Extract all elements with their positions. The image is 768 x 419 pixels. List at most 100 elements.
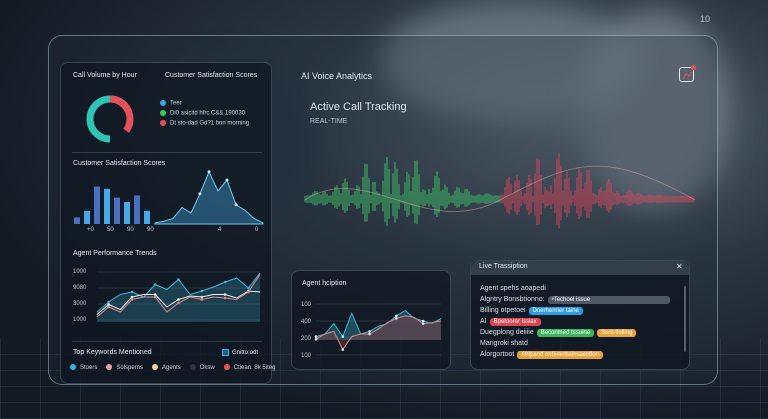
agent-card — [291, 270, 451, 370]
area-point — [225, 178, 229, 182]
background-window — [380, 0, 640, 120]
waveform-envelope — [304, 165, 696, 212]
keyword-item: Agents — [152, 364, 181, 371]
agent-line-red — [315, 315, 442, 351]
keyword-label: Solsperns — [116, 364, 144, 371]
bar-tick: 50 — [107, 227, 114, 233]
perf-point — [153, 293, 157, 296]
bar — [144, 210, 150, 224]
keyword-label: Oksw — [199, 364, 215, 371]
csat-legend: Teer Di0 asicitd hfrc C&& 190030 Dt sto-da… — [160, 100, 249, 130]
perf-point — [177, 298, 180, 301]
legend-item: Teer — [160, 100, 249, 110]
transcription-text: AI — [480, 318, 487, 325]
perf-point — [130, 295, 134, 299]
legend-dot — [160, 110, 166, 116]
legend-label: Dt sto-dad Gd?1 bon morning — [170, 120, 250, 127]
agent-ytick: 200 — [301, 336, 312, 342]
keyword-tag[interactable]: Becontned tssuine — [536, 329, 595, 337]
keyword-tag[interactable]: Bpetoorer issiax — [489, 318, 541, 326]
bar — [114, 197, 120, 224]
bar — [74, 217, 80, 224]
perf-point — [223, 293, 227, 296]
perf-point — [200, 295, 204, 299]
transcription-text: Alorgortoot — [480, 351, 515, 358]
call-volume-donut — [86, 95, 134, 143]
keyword-dot — [152, 364, 159, 370]
divider — [72, 341, 262, 342]
transcription-text: Algntry Bonsbtionno: — [480, 296, 545, 303]
agent-area-red — [316, 315, 441, 350]
waveform — [304, 152, 696, 229]
keyword-item: Solsperns — [106, 364, 144, 371]
agent-performance-chart — [96, 271, 261, 322]
agent-point — [314, 337, 318, 341]
keyword-item: Oksw — [189, 364, 215, 371]
checkbox-icon[interactable] — [222, 349, 229, 356]
bar-tick: 90 — [127, 227, 134, 233]
perf-point — [107, 305, 110, 309]
divider — [72, 152, 262, 153]
csat-bar-chart — [74, 186, 150, 224]
agent-card-title: Agent hciption — [302, 280, 347, 287]
area-point — [198, 192, 202, 196]
bar — [124, 202, 130, 224]
area-series — [154, 170, 264, 225]
analytics-icon[interactable] — [679, 65, 696, 82]
keyword-dot — [223, 364, 230, 370]
keyword-tag[interactable]: •Techoel issue — [547, 296, 670, 304]
legend-item: Dt sto-dad Gd?1 bon morning — [160, 120, 249, 130]
transcription-text: Agent spehs aoapedi — [480, 285, 546, 292]
transcription-header — [471, 261, 689, 275]
transcription-line: Agent spehs aoapedi — [480, 285, 670, 296]
keyword-tag[interactable]: Dnerhenrier taine — [528, 307, 583, 315]
perf-point — [130, 290, 134, 294]
perf-ytick: 1000 — [73, 269, 87, 275]
legend-label: Di0 asicitd hfrc C&& 190030 — [170, 110, 246, 117]
agent-point — [314, 335, 318, 338]
perf-point — [247, 290, 250, 294]
keywords-toggle-label: Gnitto:odt — [232, 350, 259, 357]
keywords-legend: Stoers Solsperns Agents Oksw Ctiean. 8k 5ite… — [70, 364, 284, 371]
transcription-line: Alorgortoot Ahipand ordiventrainsaention — [480, 351, 670, 362]
call-volume-title: Call Volume by Hour — [73, 72, 137, 79]
keyword-dot — [106, 364, 113, 370]
transcription-line: Algntry Bonsbtionno: •Techoel issue — [480, 296, 670, 307]
transcription-line: Duegplong deiiiie Becontned tssuine Sunt-t… — [480, 329, 670, 340]
perf-title: Agent Performance Trends — [73, 250, 157, 257]
area-tick: 0 — [255, 227, 259, 233]
perf-point — [247, 286, 250, 290]
keywords-toggle[interactable]: Gnitto:odt — [222, 349, 258, 356]
area-point — [234, 203, 238, 207]
keyword-dot — [70, 364, 76, 370]
agent-point — [341, 335, 345, 338]
agent-point — [341, 348, 345, 351]
agent-point — [395, 317, 398, 320]
close-icon[interactable]: ✕ — [676, 262, 683, 271]
legend-dot — [160, 100, 166, 106]
perf-point — [223, 296, 227, 300]
legend-dot — [160, 120, 166, 126]
perf-point — [200, 298, 204, 301]
transcription-line: AI Bpetoorer issiax — [480, 318, 670, 329]
perf-ytick: 3000 — [73, 301, 87, 307]
bar — [134, 195, 140, 224]
keyword-tag[interactable]: Sunt-tlolling — [597, 329, 637, 337]
keyword-item: Stoers — [70, 364, 97, 371]
agent-area-teal — [316, 310, 441, 340]
perf-area — [97, 273, 260, 322]
perf-point — [177, 301, 180, 305]
keyword-tag[interactable]: Ahipand ordiventrainsaention — [517, 351, 603, 359]
keywords-title: Top Keywords Mentioned — [73, 349, 152, 356]
app-title: AI Voice Analytics — [301, 71, 373, 81]
csat-title-top: Customer Satisfaction Scores — [165, 72, 258, 79]
transcription-lines: Agent spehs aoapedi Algntry Bonsbtionno: •… — [480, 285, 670, 362]
csat-title: Customer Satisfaction Scores — [73, 160, 166, 167]
legend-label: Teer — [170, 100, 182, 107]
perf-point — [153, 295, 157, 299]
donut-segment-red — [86, 95, 134, 143]
agent-point — [368, 332, 371, 336]
transcription-scrollbar[interactable] — [684, 286, 686, 352]
perf-point — [107, 300, 110, 304]
agent-ytick: 400 — [301, 319, 312, 325]
